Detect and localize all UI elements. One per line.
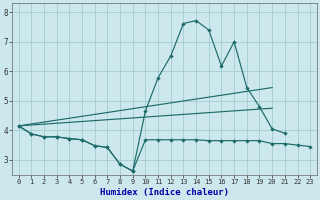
X-axis label: Humidex (Indice chaleur): Humidex (Indice chaleur) [100,188,229,197]
